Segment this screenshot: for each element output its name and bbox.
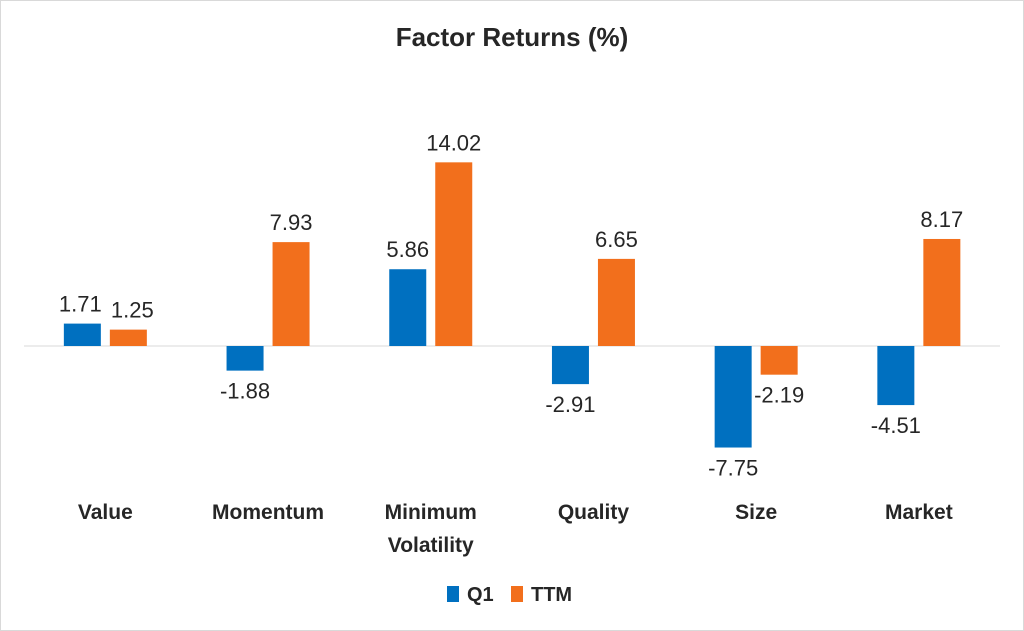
data-label-ttm-5: 8.17: [920, 207, 963, 232]
data-label-ttm-1: 7.93: [270, 210, 313, 235]
data-labels-group: 1.71 1.25 -1.88 7.93 5.86 14.02 -2.91 6.65 -7.75…: [59, 130, 963, 480]
legend-swatch-ttm: [511, 586, 523, 602]
legend-label-q1: Q1: [467, 584, 494, 606]
chart-title: Factor Returns (%): [396, 22, 629, 52]
data-label-ttm-2: 14.02: [426, 130, 481, 155]
category-label-5-0: Market: [885, 501, 953, 524]
category-label-0-0: Value: [78, 501, 133, 524]
legend-swatch-q1: [447, 586, 459, 602]
data-label-ttm-4: -2.19: [754, 383, 804, 408]
bar-q1-5: [877, 346, 915, 406]
legend: Q1 TTM: [447, 584, 572, 606]
data-label-q1-0: 1.71: [59, 292, 102, 317]
data-label-ttm-0: 1.25: [111, 298, 154, 323]
bar-q1-2: [389, 269, 427, 346]
bar-q1-1: [226, 346, 264, 371]
bar-q1-0: [63, 323, 101, 346]
category-label-3-0: Quality: [558, 501, 630, 524]
category-label-4-0: Size: [735, 501, 777, 524]
bar-q1-4: [714, 346, 752, 448]
category-label-2-1: Volatility: [388, 534, 474, 557]
bar-ttm-3: [597, 258, 635, 346]
data-label-q1-3: -2.91: [545, 392, 595, 417]
legend-label-ttm: TTM: [531, 584, 572, 606]
bar-ttm-4: [760, 346, 798, 375]
bar-ttm-1: [272, 242, 310, 346]
data-label-q1-1: -1.88: [220, 379, 270, 404]
data-label-q1-2: 5.86: [386, 237, 429, 262]
data-label-q1-5: -4.51: [871, 413, 921, 438]
category-label-1-0: Momentum: [212, 501, 324, 524]
category-labels-group: Value Momentum Minimum Volatility Quality Siz…: [78, 501, 953, 557]
bar-q1-3: [551, 346, 589, 385]
bar-ttm-5: [923, 238, 961, 346]
data-label-ttm-3: 6.65: [595, 227, 638, 252]
bar-ttm-0: [109, 329, 147, 346]
bars-group: [63, 162, 961, 448]
data-label-q1-4: -7.75: [708, 456, 758, 481]
category-label-2-0: Minimum: [385, 501, 477, 524]
bar-ttm-2: [435, 162, 473, 346]
